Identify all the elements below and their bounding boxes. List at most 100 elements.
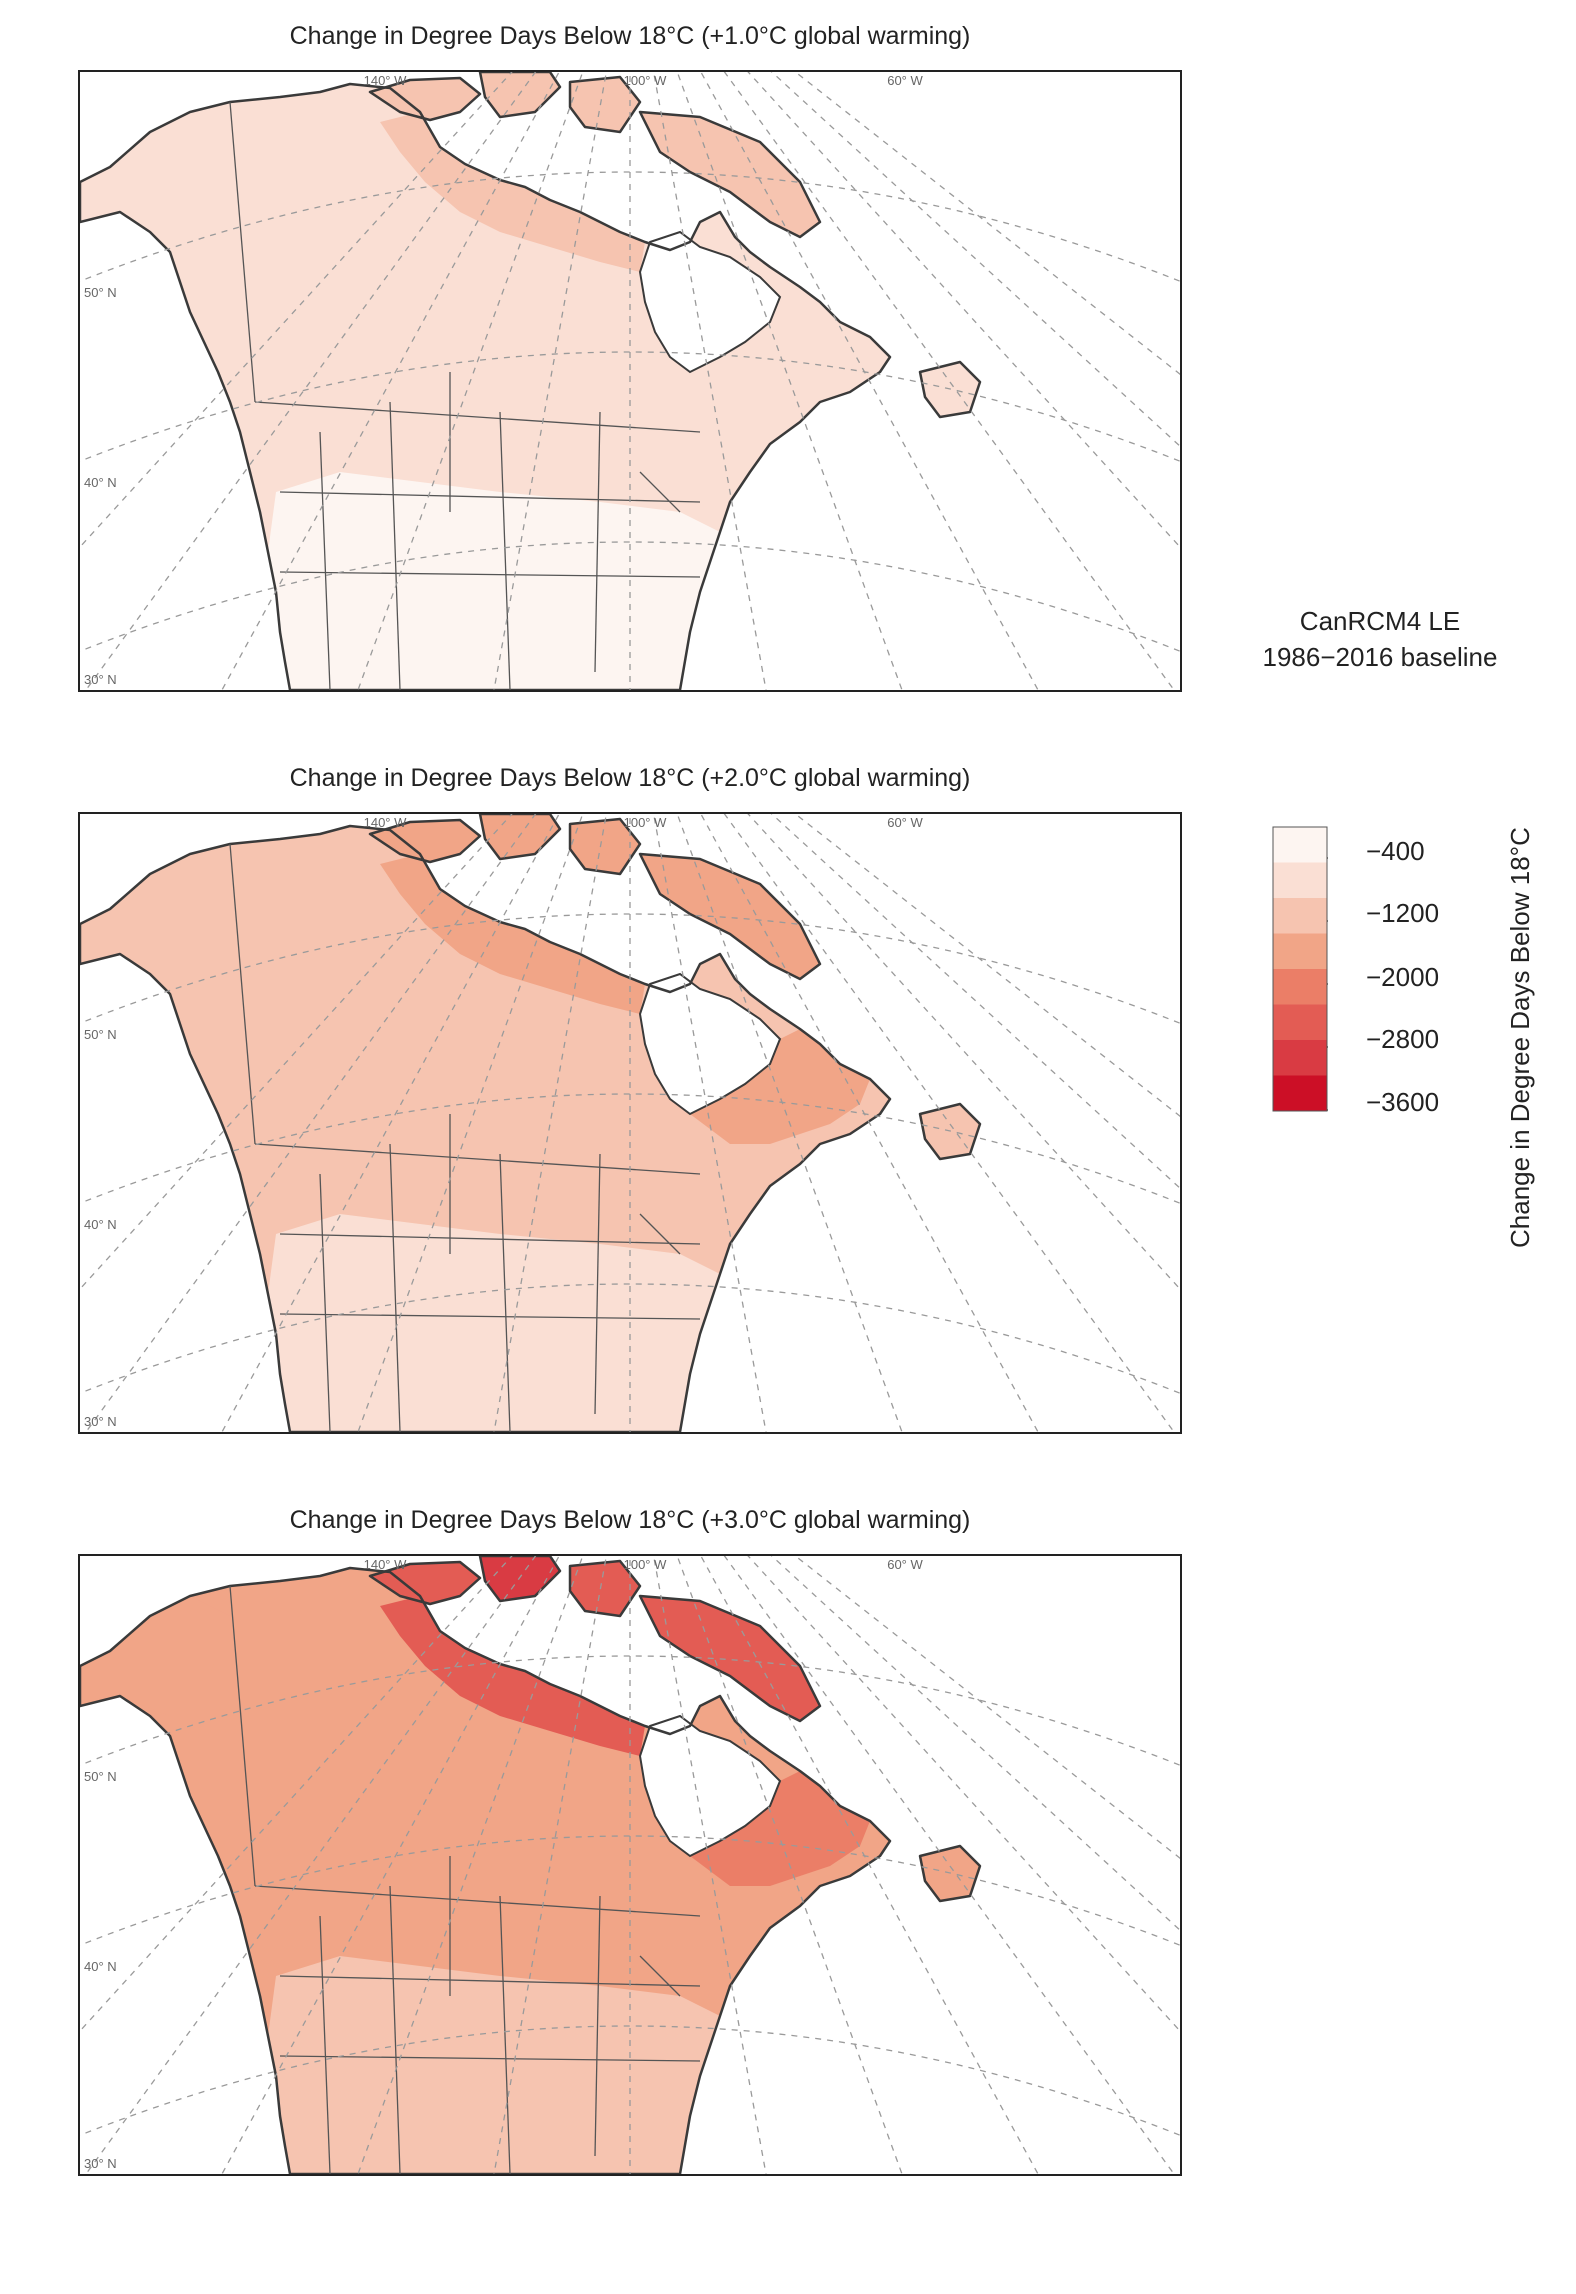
longitude-line [85,1556,537,2174]
coastline [568,1559,642,1618]
longitude-line [723,814,1175,1432]
panel-title-1: Change in Degree Days Below 18°C (+1.0°C… [289,22,971,50]
province-border [254,401,701,433]
color-zone [268,1214,720,1432]
latitude-line [80,351,1180,463]
color-zone [80,112,230,232]
longitude-line [80,814,513,1290]
province-border [594,1153,601,1415]
coastline [638,852,822,981]
map-svg-2: 140° W 100° W 60° W 50° N 40° N 30° N [80,814,1180,1432]
province-border [594,1895,601,2157]
color-zone [268,472,720,690]
coastline [638,110,822,239]
coastline [478,72,562,119]
hudson-bay [638,230,782,374]
latitude-label: 30° N [84,1414,117,1429]
colorbar-tick-label: −1200 [1366,898,1440,928]
panel-title-3: Change in Degree Days Below 18°C (+3.0°C… [289,1506,971,1534]
latitude-line [80,171,1180,283]
color-zone [570,1561,640,1616]
legend-model-name: CanRCM4 LE [1299,606,1461,636]
latitude-line [80,1835,1180,1947]
coastline [80,82,892,690]
latitude-line [80,1655,1180,1767]
coastline [368,818,482,864]
coastline [568,817,642,876]
colorbar-tick-label: −3600 [1366,1087,1440,1117]
color-zone [570,77,640,132]
latitude-label: 50° N [84,1769,117,1784]
longitude-line [85,814,537,1432]
longitude-label: 140° W [364,815,408,830]
color-zone [268,1956,720,2174]
latitude-label: 40° N [84,475,117,490]
colorbar-swatch [1273,1004,1327,1041]
longitude-line [723,1556,1175,2174]
latitude-label: 50° N [84,285,117,300]
longitude-line [747,72,1180,548]
province-border [229,843,256,1145]
longitude-line [493,814,608,1432]
map-frame-1: 140° W 100° W 60° W 50° N 40° N 30° N [78,70,1182,692]
province-border [499,411,511,690]
province-border [229,101,256,403]
latitude-label: 40° N [84,1959,117,1974]
coastline [80,824,892,1432]
province-border [389,1885,401,2174]
colorbar-tick-label: −400 [1366,836,1425,866]
coastline [368,1560,482,1606]
color-zone [80,854,230,974]
coastline [918,1844,982,1903]
province-border [639,1955,681,1997]
province-border [639,471,681,513]
coastline [80,1566,892,2174]
color-zone [640,1596,820,1721]
color-zone [640,112,820,237]
longitude-line [80,72,513,548]
longitude-label: 100° W [624,73,668,88]
colorbar-axis-title: Change in Degree Days Below 18°C [1505,827,1535,1248]
province-border [499,1153,511,1432]
latitude-label: 30° N [84,2156,117,2171]
color-zone [570,819,640,874]
panel-title-2: Change in Degree Days Below 18°C (+2.0°C… [289,764,971,792]
province-border [389,401,401,690]
longitude-line [357,814,584,1432]
longitude-line [700,814,1039,1432]
province-border [499,1895,511,2174]
colorbar-swatch [1273,898,1327,934]
hudson-bay [638,972,782,1116]
longitude-line [221,72,560,690]
latitude-line [80,541,1180,653]
colorbar-swatch [1273,1075,1327,1112]
province-border [254,1143,701,1175]
longitude-label: 100° W [624,1557,668,1572]
coastline [368,76,482,122]
colorbar [1272,826,1328,1112]
latitude-line [80,2025,1180,2137]
longitude-line [700,72,1039,690]
longitude-label: 140° W [364,73,408,88]
longitude-line [221,814,560,1432]
latitude-line [80,913,1180,1025]
longitude-label: 100° W [624,815,668,830]
coastline [478,1556,562,1603]
longitude-line [723,72,1175,690]
map-svg-1: 140° W 100° W 60° W 50° N 40° N 30° N [80,72,1180,690]
coastline [568,75,642,134]
hudson-bay [638,1714,782,1858]
province-border [279,2055,701,2062]
longitude-line [493,1556,608,2174]
color-zone [690,1771,870,1886]
province-border [229,1585,256,1887]
colorbar-swatch [1273,969,1327,1005]
coastline [918,1102,982,1161]
map-frame-2: 140° W 100° W 60° W 50° N 40° N 30° N [78,812,1182,1434]
longitude-line [676,1556,903,2174]
province-border [594,411,601,673]
longitude-line [80,1556,513,2032]
longitude-line [652,814,767,1432]
coastline [638,1594,822,1723]
coastline [918,360,982,419]
